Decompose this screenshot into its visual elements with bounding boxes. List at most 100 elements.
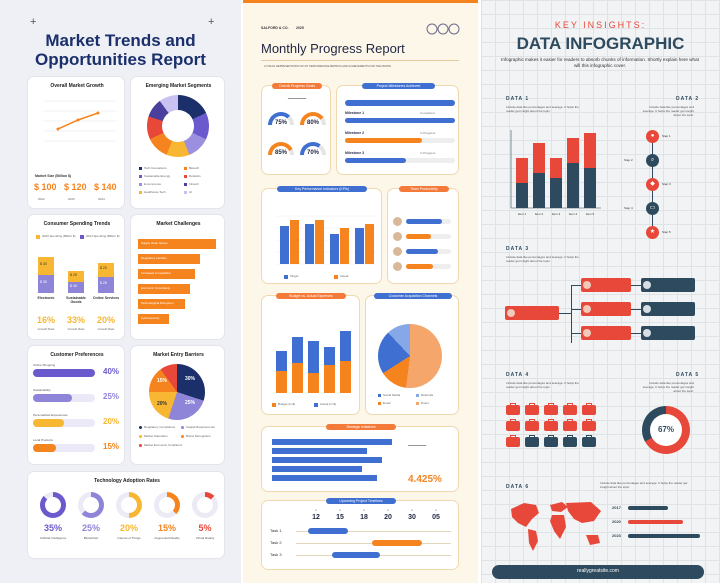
section-label: DATA 4 — [506, 372, 530, 378]
actual-bar — [276, 351, 287, 371]
legend-item: 2023 Spending (Billion $) — [42, 234, 76, 238]
footer-url[interactable]: reallygreatsite.com — [577, 568, 619, 574]
timeline-dow: ● — [339, 508, 341, 512]
budget-bar — [324, 365, 335, 393]
growth-value: $ 120 — [64, 182, 87, 192]
briefcase-handle — [567, 435, 573, 438]
legend-item: Tech Innovations — [144, 166, 167, 170]
plus-icon: + — [208, 16, 215, 28]
briefcase-handle — [510, 419, 516, 422]
goal-gauge-hole — [272, 146, 290, 164]
section-blurb: Include data like percentages and averag… — [506, 381, 579, 389]
step-label: Step 2 — [624, 158, 633, 162]
legend-item: Market Saturation — [144, 434, 168, 438]
goal-gauges: 75% 80% 85% 70% — [262, 112, 332, 172]
preference-track — [33, 444, 95, 452]
item-label: Item 4 — [569, 212, 578, 216]
briefcase-icon — [582, 437, 596, 447]
org-node — [581, 326, 631, 340]
strategic-desc: ▬▬▬▬▬▬▬ — [408, 444, 427, 447]
kpi-bar-target — [330, 234, 339, 264]
briefcase-handle — [529, 403, 535, 406]
challenge-label: Economic Uncertainty — [141, 286, 171, 290]
growth-rate-label: Growth Rate — [67, 327, 85, 331]
briefcase-icon — [506, 437, 520, 447]
preferences-title: Customer Preferences — [50, 352, 104, 358]
legend-item: Healthcare Tech — [144, 190, 166, 194]
spending-bar — [98, 263, 114, 277]
org-link — [571, 309, 581, 310]
adoption-ring-hole — [197, 497, 213, 513]
year-label: 2023 — [612, 533, 621, 538]
team-card: Team Productivity — [387, 186, 459, 284]
section-blurb: Include data like percentages and averag… — [506, 255, 579, 263]
strategic-pct: 4.425% — [408, 474, 442, 485]
goal-pct: 75% — [274, 120, 287, 126]
challenge-bar — [138, 239, 216, 249]
pie-label: 30% — [185, 376, 196, 382]
bar-navy — [516, 183, 528, 208]
milestone-label: Milestone 1 — [345, 111, 365, 115]
productivity-fill — [406, 264, 433, 269]
kpi-bar-actual — [340, 228, 349, 264]
spending-title: Consumer Spending Trends — [43, 221, 111, 227]
milestones-pill: Project Milestones Achieved — [362, 83, 435, 89]
step-label: Step 4 — [624, 206, 633, 210]
timeline-grid: ● 12 ● 15 ● 18 ● 20 ● 30 ● 05 Task 1 Task 2 Task 3 — [262, 509, 460, 569]
year-label: 2017 — [612, 505, 621, 510]
goal-gauge-hole — [304, 116, 322, 134]
briefcase-icon — [506, 405, 520, 415]
org-leaf — [641, 302, 695, 316]
step-connector — [652, 167, 653, 178]
pie-label: 20% — [157, 401, 168, 407]
kpi-bar-actual — [315, 220, 324, 264]
adoption-label: Blockchain — [83, 536, 99, 540]
briefcase-handle — [586, 403, 592, 406]
budget-stacked-bar-chart — [276, 331, 351, 393]
org-root — [505, 306, 559, 320]
task-bar — [308, 528, 348, 534]
legend-item: Actual (in $) — [320, 402, 337, 406]
data6-year-bars: 2017 2020 2023 — [612, 500, 702, 545]
barriers-title: Market Entry Barriers — [153, 352, 204, 358]
avatar — [583, 329, 591, 337]
section-label: DATA 6 — [506, 484, 530, 490]
briefcase-icon — [506, 421, 520, 431]
bar-navy — [550, 178, 562, 208]
timeline-card: Upcoming Project Timelines ● 12 ● 15 ● 18 ● 20 ●… — [261, 498, 460, 570]
bar-value: $ 25 — [70, 273, 77, 277]
step-icon: ⌕ — [646, 154, 659, 167]
org-leaf — [641, 326, 695, 340]
briefcase-icon — [525, 421, 539, 431]
report-title-line1: Market Trends and — [45, 31, 196, 50]
goal-gauge-hole — [272, 116, 290, 134]
avatar — [583, 305, 591, 313]
challenge-bar — [138, 299, 185, 309]
org-link — [571, 333, 581, 334]
legend-item: Brand Recognition — [186, 434, 211, 438]
team-list — [393, 217, 457, 281]
briefcase-icon — [563, 421, 577, 431]
goals-desc: ▬▬▬▬▬▬▬ — [287, 97, 307, 100]
bar-red — [533, 143, 545, 173]
market-size-label: Market Size (Billion $) — [35, 174, 72, 178]
strategic-card: Strategic Initiatives ▬▬▬▬▬▬▬ 4.425% — [261, 424, 459, 492]
budget-bar — [340, 361, 351, 393]
legend-item: Actual — [340, 274, 349, 278]
org-node — [581, 278, 631, 292]
milestone-fill — [345, 118, 455, 123]
pie-label: 25% — [185, 400, 196, 406]
avatar — [643, 329, 651, 337]
preference-fill — [33, 419, 64, 427]
actual-bar — [324, 347, 335, 365]
milestone-fill — [345, 138, 422, 143]
growth-card: Overall Market Growth Market Size (Billi… — [27, 76, 125, 209]
budget-bar — [292, 363, 303, 393]
avatar — [393, 247, 402, 256]
kpi-bar-chart — [276, 215, 376, 265]
growth-value: $ 140 — [94, 182, 117, 192]
data4-icon-grid — [506, 403, 606, 455]
item-label: Item 1 — [518, 212, 527, 216]
avatar — [643, 281, 651, 289]
bar-red — [567, 138, 579, 163]
